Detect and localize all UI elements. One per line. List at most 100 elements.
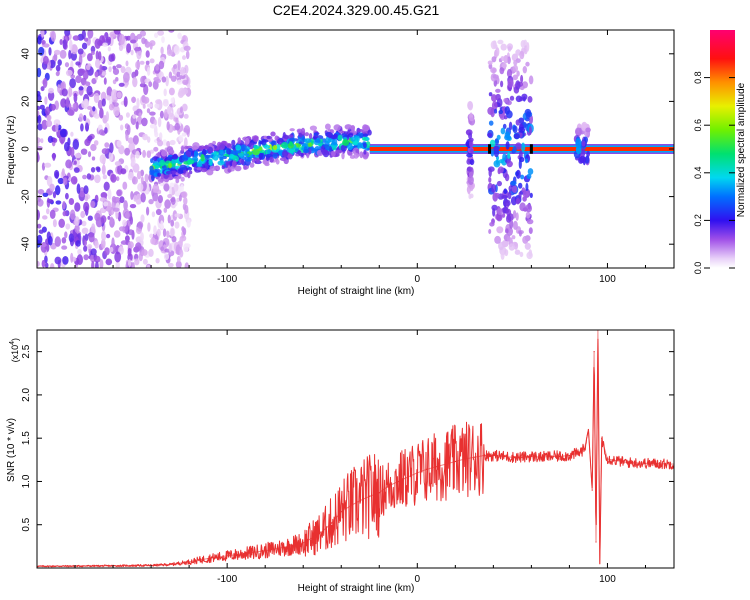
noise-speckle xyxy=(69,209,76,221)
y-tick-label: 2.0 xyxy=(21,388,32,402)
noise-speckle xyxy=(163,207,168,213)
noise-speckle xyxy=(147,136,151,143)
noise-speckle xyxy=(130,191,134,200)
noise-speckle xyxy=(163,253,170,261)
burst-blob xyxy=(520,142,526,152)
noise-speckle xyxy=(136,171,142,180)
noise-speckle xyxy=(37,137,41,144)
noise-speckle xyxy=(162,228,167,237)
noise-speckle xyxy=(64,30,71,37)
trace-blob xyxy=(313,132,318,136)
trace-blob xyxy=(272,144,278,151)
noise-speckle xyxy=(184,262,189,268)
noise-speckle xyxy=(107,46,111,52)
noise-speckle xyxy=(116,189,122,197)
noise-speckle xyxy=(111,196,117,203)
trace-blob xyxy=(297,150,302,155)
snr-point xyxy=(264,550,266,552)
snr-frame xyxy=(36,329,675,569)
trace-blob xyxy=(231,139,236,146)
noise-speckle xyxy=(83,84,87,92)
trace-blob xyxy=(312,136,317,140)
noise-speckle xyxy=(116,176,120,182)
noise-speckle xyxy=(77,248,82,255)
trace-blob xyxy=(343,131,348,135)
y-tick-label: -20 xyxy=(21,189,32,204)
noise-speckle xyxy=(154,32,159,39)
trace-blob xyxy=(173,175,181,180)
noise-speckle xyxy=(68,86,73,98)
noise-speckle xyxy=(101,164,106,176)
trace-blob xyxy=(309,125,317,131)
burst-blob xyxy=(515,198,521,205)
noise-speckle xyxy=(62,256,69,265)
burst-blob xyxy=(525,204,532,213)
burst-blob xyxy=(520,40,526,48)
noise-speckle xyxy=(78,86,84,91)
noise-speckle xyxy=(76,254,84,266)
trace-blob xyxy=(253,145,260,150)
burst-blob xyxy=(498,109,504,115)
noise-speckle xyxy=(118,226,126,232)
burst-blob xyxy=(514,249,521,255)
burst-blob xyxy=(489,139,496,148)
noise-speckle xyxy=(135,242,142,251)
trace-blob xyxy=(161,150,167,157)
noise-speckle xyxy=(99,64,103,75)
noise-speckle xyxy=(37,67,42,78)
trace-blob xyxy=(260,153,264,157)
noise-speckle xyxy=(163,88,167,97)
trace-blob xyxy=(219,156,224,161)
noise-speckle xyxy=(180,184,184,193)
noise-speckle xyxy=(131,96,137,103)
trace-blob xyxy=(196,167,202,171)
noise-speckle xyxy=(166,105,172,115)
trace-blob xyxy=(365,141,371,149)
noise-speckle xyxy=(96,167,101,173)
burst-blob xyxy=(491,56,497,63)
burst-blob xyxy=(512,74,518,81)
trace-blob xyxy=(262,139,269,143)
burst-blob xyxy=(499,67,505,75)
snr-point xyxy=(388,485,390,487)
trace-blob xyxy=(263,144,271,149)
burst-blob xyxy=(520,174,525,180)
burst-blob xyxy=(524,242,531,250)
trace-blob xyxy=(347,144,353,151)
noise-speckle xyxy=(146,66,151,76)
noise-speckle xyxy=(134,258,140,266)
noise-speckle xyxy=(106,36,112,43)
trace-blob xyxy=(222,155,227,160)
noise-speckle xyxy=(37,105,41,111)
noise-speckle xyxy=(122,181,128,190)
trace-blob xyxy=(244,137,250,145)
trace-blob xyxy=(321,149,329,156)
burst-blob xyxy=(507,46,512,51)
noise-speckle xyxy=(168,87,175,96)
trace-blob xyxy=(247,157,252,162)
burst-blob xyxy=(488,92,493,97)
noise-speckle xyxy=(90,167,96,173)
noise-speckle xyxy=(176,71,181,78)
snr-point xyxy=(350,505,352,507)
noise-speckle xyxy=(131,71,137,79)
noise-speckle xyxy=(91,223,96,235)
burst-blob xyxy=(469,117,474,122)
noise-speckle xyxy=(59,128,67,138)
trace-blob xyxy=(328,145,332,152)
noise-speckle xyxy=(150,237,156,245)
noise-speckle xyxy=(68,198,75,205)
trace-blob xyxy=(308,133,313,140)
burst-blob xyxy=(519,251,524,258)
snr-point xyxy=(407,476,409,478)
snr-point xyxy=(188,561,190,563)
noise-speckle xyxy=(54,236,61,247)
noise-speckle xyxy=(131,262,135,268)
snr-point xyxy=(302,542,304,544)
noise-speckle xyxy=(153,146,159,152)
noise-speckle xyxy=(182,79,189,85)
noise-speckle xyxy=(166,49,173,56)
trace-blob xyxy=(231,144,236,150)
spectrogram-y-axis-label: Frequency (Hz) xyxy=(6,116,17,185)
burst-blob xyxy=(497,166,504,174)
